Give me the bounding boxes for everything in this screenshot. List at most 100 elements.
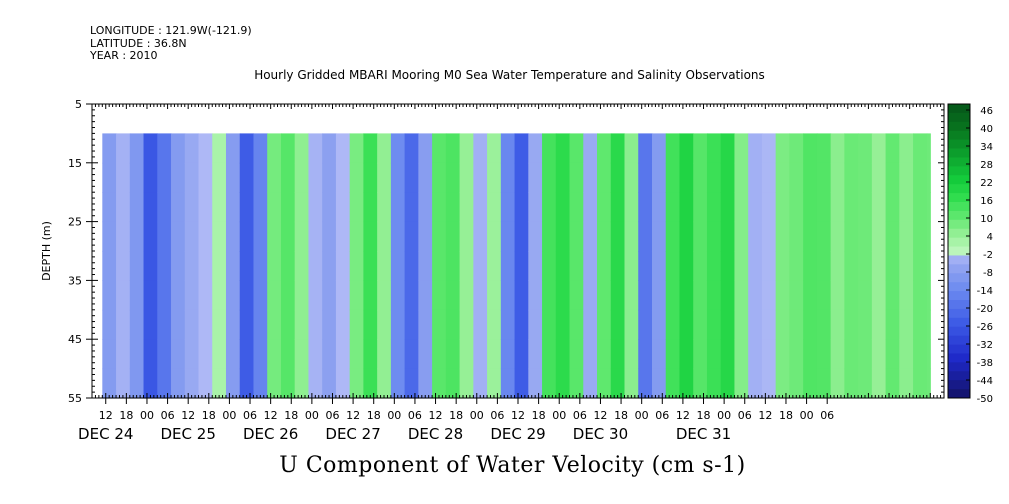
heatmap-cell [858,309,873,340]
heatmap-cell [280,162,296,193]
heatmap-cell [322,368,337,399]
heatmap-cell [239,368,255,399]
heatmap-cell [679,162,694,193]
heatmap-cell [706,339,722,370]
date-label: DEC 26 [243,425,298,443]
heatmap-cell [363,339,378,370]
heatmap-cell [116,368,131,399]
heatmap-cell [555,280,571,311]
heatmap-cell [583,192,598,223]
heatmap-cell [225,251,241,281]
heatmap-cell [583,309,598,340]
heatmap-cell [761,162,777,193]
heatmap-cell [775,221,790,252]
heatmap-cell [748,133,763,164]
heatmap-cell [157,162,172,193]
heatmap-cell [157,133,172,164]
heatmap-cell [322,162,337,193]
heatmap-cell [500,368,516,399]
x-tick-label: 00 [635,409,649,422]
heatmap-cell [267,162,282,193]
x-tick-label: 18 [202,409,216,422]
heatmap-cell [253,133,268,164]
heatmap-cell [871,280,887,311]
heatmap-cell [734,280,749,311]
heatmap-cell [459,162,474,193]
heatmap-cell [871,339,887,370]
heatmap-cell [665,221,681,252]
heatmap-cell [610,339,626,370]
heatmap-cell [184,133,200,164]
heatmap-cell [184,368,200,399]
heatmap-cell [542,280,557,311]
heatmap-cell [720,368,736,399]
heatmap-cell [487,133,502,164]
heatmap-cell [597,280,612,311]
heatmap-cell [844,192,859,223]
heatmap-cell [198,133,213,164]
heatmap-cell [775,309,790,340]
heatmap-cell [171,280,186,311]
heatmap-cell [500,339,516,370]
heatmap-cell [789,280,804,311]
heatmap-cell [803,368,818,399]
heatmap-cell [432,162,447,193]
heatmap-cell [871,192,887,223]
heatmap-cell [583,221,598,252]
heatmap-cell [803,133,818,164]
heatmap-cell [459,280,474,311]
heatmap-cell [445,339,461,370]
x-tick-label: 00 [387,409,401,422]
heatmap-cell [720,280,736,311]
colorbar-swatch [948,317,970,328]
heatmap-cell [404,192,419,223]
heatmap-cell [624,192,639,223]
heatmap-cell [803,309,818,340]
heatmap-cell [871,221,887,252]
heatmap-cell [129,309,145,340]
heatmap-cell [816,221,832,252]
heatmap-cell [720,192,736,223]
heatmap-cell [377,162,392,193]
heatmap-cell [748,368,763,399]
x-tick-label: 12 [429,409,443,422]
heatmap-cell [651,133,667,164]
heatmap-cell [858,339,873,370]
heatmap-cell [171,133,186,164]
heatmap-cell [734,133,749,164]
heatmap-cell [706,162,722,193]
heatmap-cell [528,280,543,311]
heatmap-cell [803,280,818,311]
heatmap-cell [789,309,804,340]
colorbar-swatch [948,291,970,301]
heatmap-cell [899,162,914,193]
heatmap-cell [803,339,818,370]
heatmap-cell [514,339,529,370]
heatmap-cell [363,251,378,281]
heatmap-cell [679,368,694,399]
heatmap-cell [473,339,488,370]
heatmap-cell [624,133,639,164]
colorbar-label: 28 [980,160,993,171]
heatmap-cell [280,309,296,340]
heatmap-cell [693,309,708,340]
heatmap-cell [528,339,543,370]
heatmap-cell [761,192,777,223]
heatmap-cell [418,162,433,193]
colorbar-swatch [948,353,970,363]
x-tick-label: 18 [119,409,133,422]
colorbar-swatch [948,246,970,256]
heatmap-cell [830,339,845,370]
colorbar-swatch [948,362,970,372]
heatmap-cell [102,280,117,311]
heatmap-cell [569,162,584,193]
heatmap-cell [129,280,145,311]
heatmap-cell [528,162,543,193]
x-tick-label: 12 [181,409,195,422]
heatmap-cell [253,162,268,193]
heatmap-cell [129,339,145,370]
heatmap-cell [212,339,227,370]
heatmap-cell [363,221,378,252]
heatmap-cell [143,280,158,311]
heatmap-cell [212,368,227,399]
